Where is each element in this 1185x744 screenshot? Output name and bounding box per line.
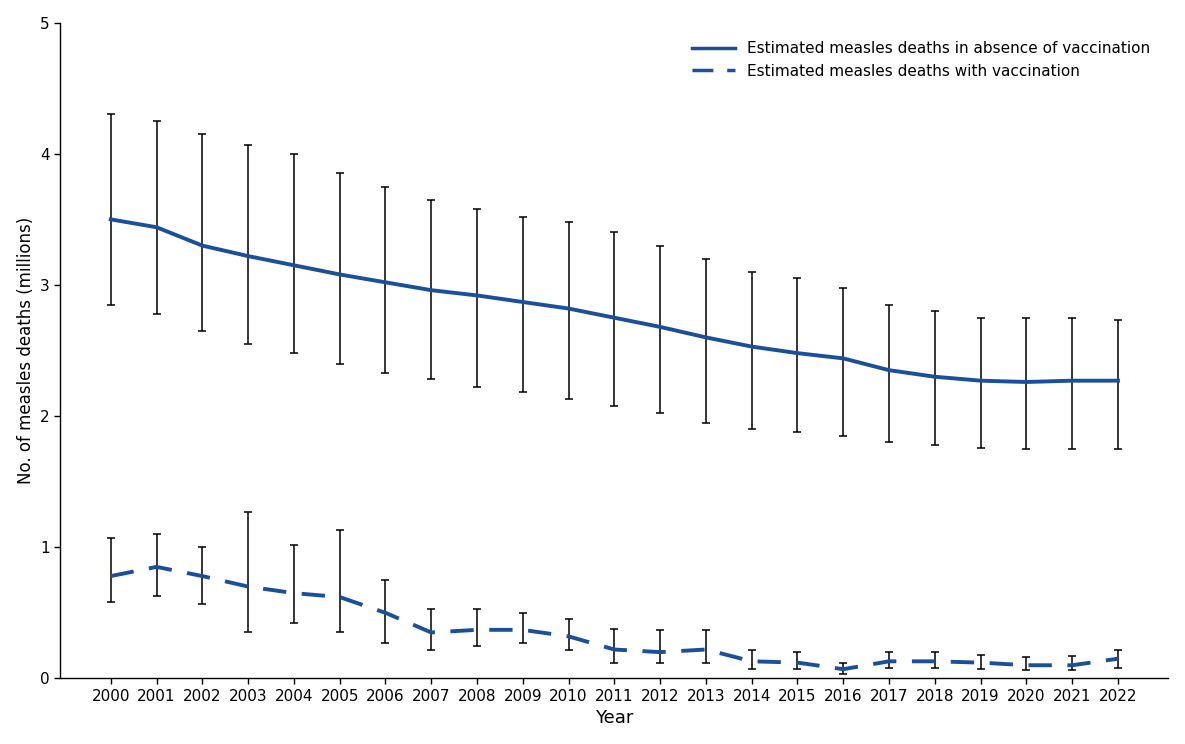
X-axis label: Year: Year — [595, 709, 634, 728]
Legend: Estimated measles deaths in absence of vaccination, Estimated measles deaths wit: Estimated measles deaths in absence of v… — [686, 35, 1157, 85]
Y-axis label: No. of measles deaths (millions): No. of measles deaths (millions) — [17, 217, 34, 484]
